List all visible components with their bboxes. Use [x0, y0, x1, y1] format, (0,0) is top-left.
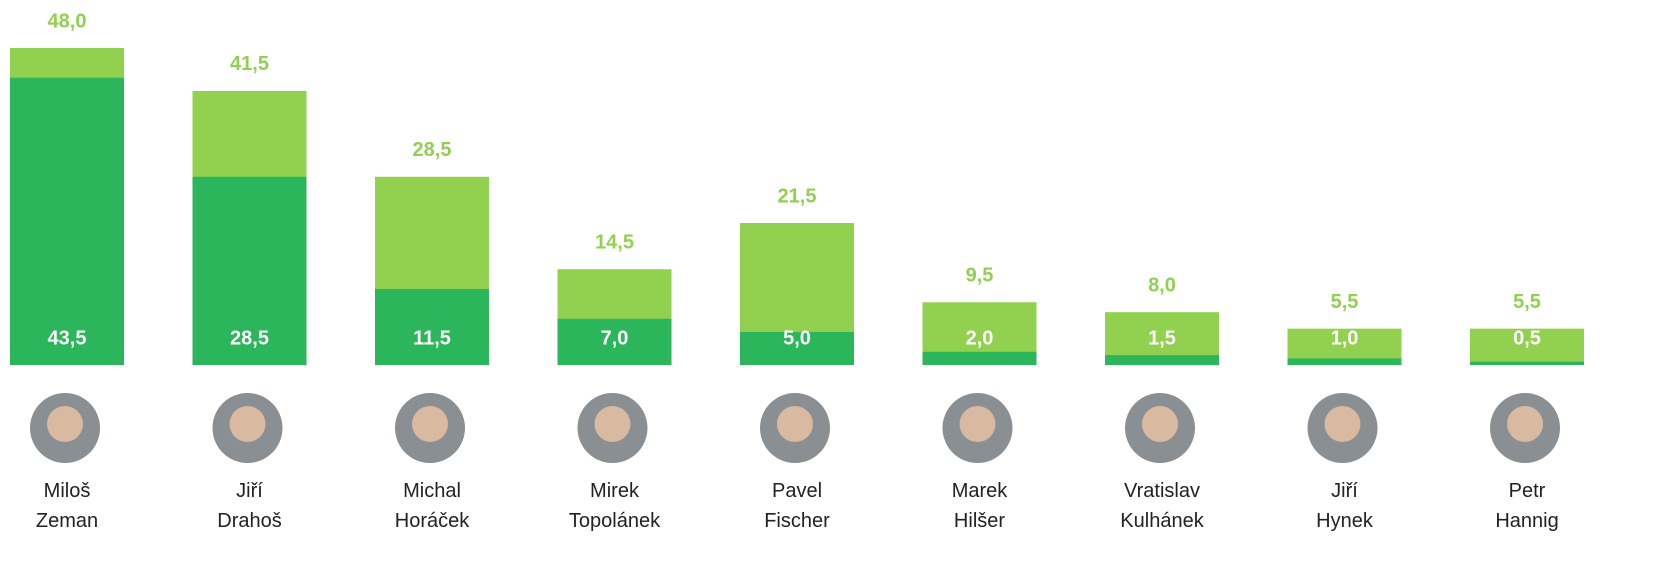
- total-label: 41,5: [230, 53, 269, 75]
- candidate-name: Jiří Hynek: [1316, 480, 1373, 532]
- candidate-name: Michal Horáček: [394, 480, 470, 532]
- bar: [1287, 358, 1402, 365]
- candidate-name: Miloš Zeman: [35, 480, 99, 532]
- bar: [375, 289, 489, 365]
- total-label: 8,0: [1148, 274, 1176, 296]
- first-round-label: 1,0: [1331, 327, 1359, 349]
- avatar-face: [1324, 406, 1361, 442]
- total-label: 14,5: [595, 232, 634, 254]
- avatar-face: [412, 406, 448, 442]
- total-label: 48,0: [48, 10, 87, 32]
- total-label: 9,5: [966, 265, 994, 287]
- avatar-face: [1507, 406, 1543, 442]
- candidate-name: Vratislav Kulhánek: [1120, 480, 1204, 532]
- bar: [740, 331, 854, 365]
- first-round-label: 0,5: [1513, 327, 1541, 349]
- avatar-face: [777, 406, 813, 442]
- total-label: 28,5: [413, 139, 452, 161]
- first-round-label: 43,5: [48, 327, 87, 349]
- candidate-name: Jiří Drahoš: [217, 480, 282, 532]
- first-round-label: 11,5: [413, 327, 451, 349]
- avatar-face: [1142, 406, 1178, 442]
- bar: [922, 351, 1037, 365]
- bar: [1470, 361, 1584, 365]
- first-round-label: 1,5: [1148, 327, 1176, 349]
- bar: [192, 176, 307, 365]
- avatar-face: [594, 406, 631, 442]
- bar: [10, 77, 124, 365]
- total-label: 5,5: [1331, 291, 1359, 313]
- first-round-label: 5,0: [783, 327, 811, 349]
- total-label: 21,5: [778, 185, 817, 207]
- total-label: 5,5: [1513, 291, 1541, 313]
- candidate-name: Pavel Fischer: [764, 480, 830, 532]
- avatar-face: [959, 406, 996, 442]
- bar: [1470, 328, 1584, 365]
- bar: [557, 318, 672, 365]
- candidate-name: Marek Hilšer: [951, 480, 1008, 532]
- bar: [1105, 355, 1219, 365]
- avatar-face: [229, 406, 266, 442]
- first-round-label: 7,0: [601, 327, 629, 349]
- first-round-label: 28,5: [230, 327, 269, 349]
- candidate-name: Petr Hannig: [1495, 480, 1559, 532]
- avatar-face: [47, 406, 83, 442]
- candidate-name: Mirek Topolánek: [568, 480, 661, 532]
- first-round-label: 2,0: [966, 327, 994, 349]
